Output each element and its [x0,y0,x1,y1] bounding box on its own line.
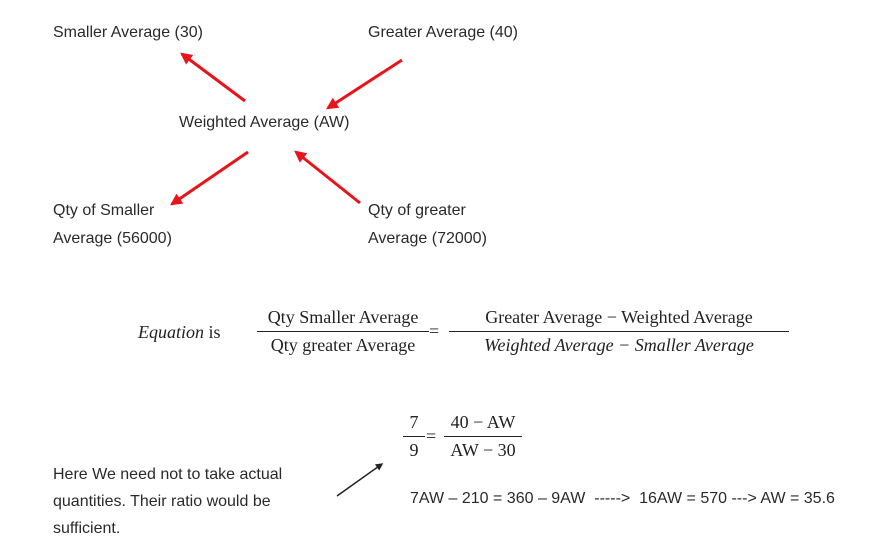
note-pointer-arrow [336,463,384,497]
average-difference-denominator: Weighted Average − Smaller Average [449,331,789,356]
weighted-average-equation: Equation is Qty Smaller Average Qty grea… [138,305,798,365]
aw-numerator: 40 − AW [450,412,516,432]
equation-is: is [208,322,221,342]
arrow-to-weighted-average-from-qty-greater [294,150,361,205]
qty-ratio-denominator: Qty greater Average [257,331,429,356]
equation-equals-sign: = [429,321,440,341]
average-difference-numerator: Greater Average − Weighted Average [485,307,753,327]
arrow-to-qty-smaller [170,150,249,206]
ratio-equals-sign: = [426,426,437,446]
equation-word: Equation [138,322,204,342]
arrow-to-weighted-average-from-greater [325,58,403,110]
aw-denominator: AW − 30 [444,436,522,461]
note-line1: Here We need not to take actual [53,466,283,483]
qty-ratio-numerator: Qty Smaller Average [267,307,419,327]
qty-ratio-fraction: Qty Smaller Average Qty greater Average [257,307,429,356]
solution-steps: 7AW – 210 = 360 – 9AW -----> 16AW = 570 … [410,490,835,507]
average-difference-fraction: Greater Average − Weighted Average Weigh… [449,307,789,356]
aw-fraction: 40 − AW AW − 30 [444,412,522,461]
arrow-to-smaller-average [180,52,246,103]
note-line2: quantities. Their ratio would be [53,493,271,510]
qty-smaller-label-line2: Average (56000) [53,230,172,247]
equation-label: Equation is [138,322,221,343]
ratio-fraction: 7 9 [403,412,425,461]
ratio-numerator: 7 [409,412,419,432]
weighted-average-label: Weighted Average (AW) [179,114,350,131]
qty-greater-label-line2: Average (72000) [368,230,487,247]
qty-smaller-label-line1: Qty of Smaller [53,202,155,219]
ratio-denominator: 9 [403,436,425,461]
qty-greater-label-line1: Qty of greater [368,202,466,219]
note-line3: sufficient. [53,520,121,537]
greater-average-label: Greater Average (40) [368,24,519,41]
ratio-equation: 7 9 = 40 − AW AW − 30 [400,410,600,466]
smaller-average-label: Smaller Average (30) [53,24,203,41]
